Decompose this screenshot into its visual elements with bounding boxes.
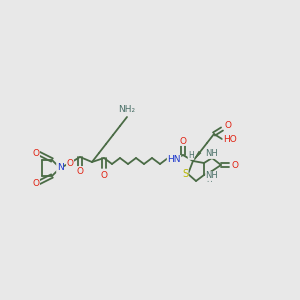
Text: NH: NH (206, 149, 218, 158)
Text: O: O (232, 160, 238, 169)
Text: HN: HN (167, 155, 181, 164)
Text: O: O (76, 167, 83, 176)
Text: O: O (32, 148, 40, 158)
Text: O: O (224, 122, 232, 130)
Text: N: N (57, 164, 63, 172)
Text: S: S (182, 169, 188, 179)
Text: O: O (32, 178, 40, 188)
Text: H: H (206, 175, 212, 184)
Text: O: O (100, 170, 107, 179)
Text: H: H (188, 151, 194, 160)
Text: NH: NH (206, 172, 218, 181)
Text: O: O (67, 158, 73, 167)
Text: NH₂: NH₂ (118, 106, 136, 115)
Text: HO: HO (223, 136, 237, 145)
Text: O: O (179, 136, 187, 146)
Polygon shape (193, 151, 201, 161)
